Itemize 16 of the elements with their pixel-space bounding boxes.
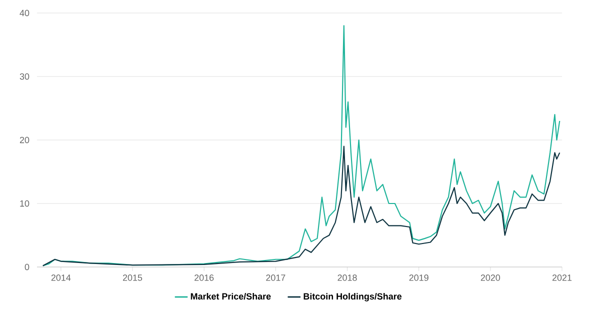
x-tick-label: 2020 [480,274,500,281]
x-tick-label: 2015 [122,274,142,281]
y-tick-label: 40 [20,10,30,16]
legend-label: Bitcoin Holdings/Share [304,292,402,302]
y-tick-label: 20 [20,136,30,144]
x-tick-label: 2014 [51,274,71,281]
x-tick-label: 2021 [552,274,572,281]
x-tick-label: 2017 [266,274,286,281]
y-tick-label: 30 [20,73,30,80]
line-series [42,25,560,266]
y-tick-label: 0 [24,264,30,270]
x-tick-label: 2016 [194,274,214,281]
y-tick-label: 10 [20,200,30,207]
x-tick-label: 2018 [338,274,357,281]
x-tick-label: 2019 [409,274,428,281]
legend-label: Market Price/Share [190,292,271,300]
